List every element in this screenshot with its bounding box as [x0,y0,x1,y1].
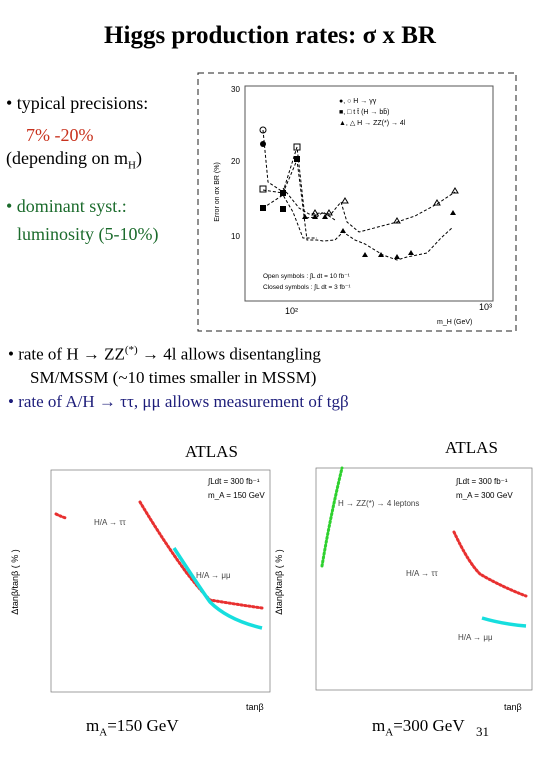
atlas-label-right: ATLAS [445,438,498,457]
ytick-20: 20 [231,157,240,166]
caption-left: mA=150 GeV [86,716,179,739]
series-open-zz [282,187,456,233]
syst-luminosity: luminosity (5-10%) [17,224,159,244]
marker-closed-triangles [302,210,456,259]
xtick-1000: 10³ [479,302,492,312]
plot-frame [50,469,271,693]
plot-border [197,72,517,332]
series-closed-zz [262,158,454,261]
marker-closed-circle [260,141,266,147]
marker-closed-square [280,190,286,196]
caption-right: mA=300 GeV [372,716,465,739]
series-closed-tth [262,194,317,239]
page-number: 31 [476,724,489,739]
zz-curve [320,466,344,568]
atlas-label-left: ATLAS [185,442,238,461]
mass-label: m_A = 300 GeV [456,491,513,500]
precisions-label: • typical precisions: [6,93,149,113]
y-axis-label: Δtanβ/tanβ ( % ) [10,549,20,614]
y-axis-label: Error on σx BR (%) [214,162,221,222]
ytick-10: 10 [231,232,240,241]
xtick-100: 10² [285,306,298,316]
bullet-zz-line1: • rate of H → ZZ(*) → 4l allows disentan… [8,344,321,364]
precisions-value: 7% -20% [26,125,94,145]
legend-tth: ■, □ t t̄ (H → bb̄) [339,108,389,116]
tautau-curve [452,530,528,598]
zz-label: H → ZZ(*) → 4 leptons [338,499,419,508]
legend-zz: ▲, △ H → ZZ(*) → 4l [339,120,406,127]
mumu-label: H/A → μμ [196,571,231,580]
bottom-right-plot: Δtanβ/tanβ ( % ) tanβ ∫Ldt = 300 fb⁻¹ m_… [274,466,533,712]
marker-closed-square [294,156,300,162]
marker-closed-square [280,206,286,212]
y-axis-label: Δtanβ/tanβ ( % ) [274,549,284,614]
legend-gamma: ●, ○ H → γγ [339,98,377,105]
ytick-30: 30 [231,85,240,94]
lumi-label: ∫Ldt = 300 fb⁻¹ [455,477,508,486]
mass-label: m_A = 150 GeV [208,491,265,500]
depending-text: (depending on mH) [6,148,142,172]
x-axis-label: tanβ [504,702,522,712]
x-axis-label: tanβ [246,702,264,712]
marker-open-square [293,143,301,151]
note-closed: Closed symbols : ∫L dt = 3 fb⁻¹ [263,284,351,291]
bullet-zz-line2: SM/MSSM (~10 times smaller in MSSM) [30,368,317,387]
tautau-label: H/A → ττ [94,518,127,527]
marker-open-circle [259,126,267,134]
x-axis-label: m_H (GeV) [437,319,472,326]
mumu-curve [172,547,263,630]
syst-heading: • dominant syst.: [6,196,127,216]
tautau-curve [54,500,264,610]
top-plot: Error on σx BR (%) 30 20 10 10² 10³ m_H … [197,72,517,332]
marker-closed-square [260,205,266,211]
bottom-left-plot: Δtanβ/tanβ ( % ) tanβ ∫Ldt = 300 fb⁻¹ m_… [10,469,271,712]
mumu-curve [481,616,527,628]
lumi-label: ∫Ldt = 300 fb⁻¹ [207,477,260,486]
plot-frame [244,85,494,302]
marker-open-square [259,185,267,193]
marker-open-triangles [311,187,459,224]
slide-title: Higgs production rates: σ x BR [104,22,436,49]
note-open: Open symbols : ∫L dt = 10 fb⁻¹ [263,273,351,280]
mumu-label: H/A → μμ [458,633,493,642]
plot-frame [315,467,533,691]
tautau-label: H/A → ττ [406,569,439,578]
bullet-tanbeta: • rate of A/H → ττ, μμ allows measuremen… [8,392,349,411]
